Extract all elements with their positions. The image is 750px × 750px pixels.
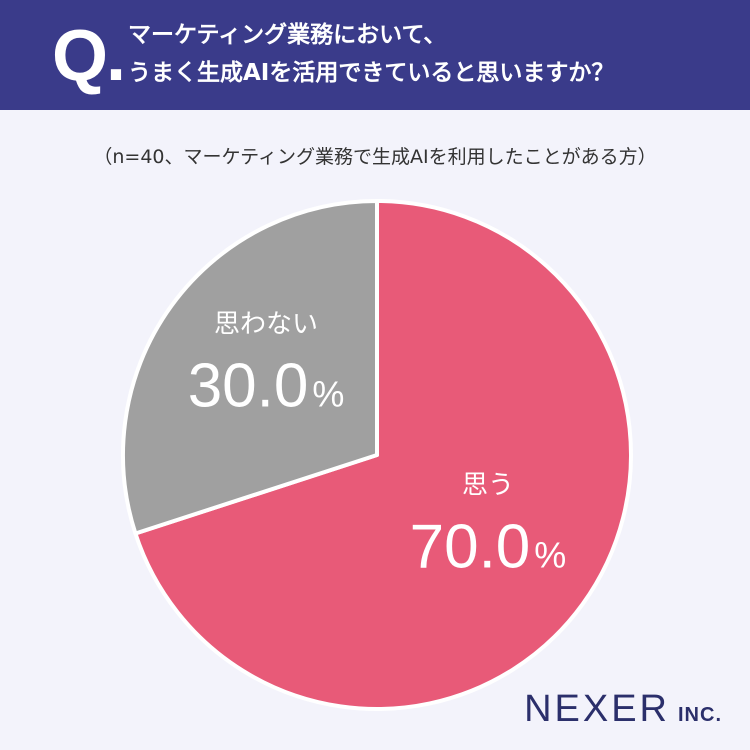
value-label: 30.0% [188, 351, 345, 420]
label-disagree: 思わない 30.0% [188, 309, 345, 420]
company-logo: NEXER INC. [524, 688, 722, 731]
question-header: Q. マーケティング業務において、 うまく生成AIを活用できていると思いますか？ [0, 0, 750, 110]
category-label: 思う [462, 471, 514, 501]
slice-disagree [121, 199, 379, 536]
q-mark: Q. [52, 16, 126, 96]
label-agree: 思う 70.0% [410, 471, 567, 582]
category-label: 思わない [214, 309, 318, 339]
slice-agree [133, 199, 633, 711]
value-label: 70.0% [410, 513, 567, 582]
logo-main-text: NEXER [524, 688, 670, 730]
question-line-2: うまく生成AIを活用できていると思いますか？ [128, 60, 615, 86]
logo-sub-text: INC. [678, 704, 722, 726]
question-line-1: マーケティング業務において、 [128, 22, 447, 48]
sample-note: （n=40、マーケティング業務で生成AIを利用したことがある方） [93, 146, 657, 168]
